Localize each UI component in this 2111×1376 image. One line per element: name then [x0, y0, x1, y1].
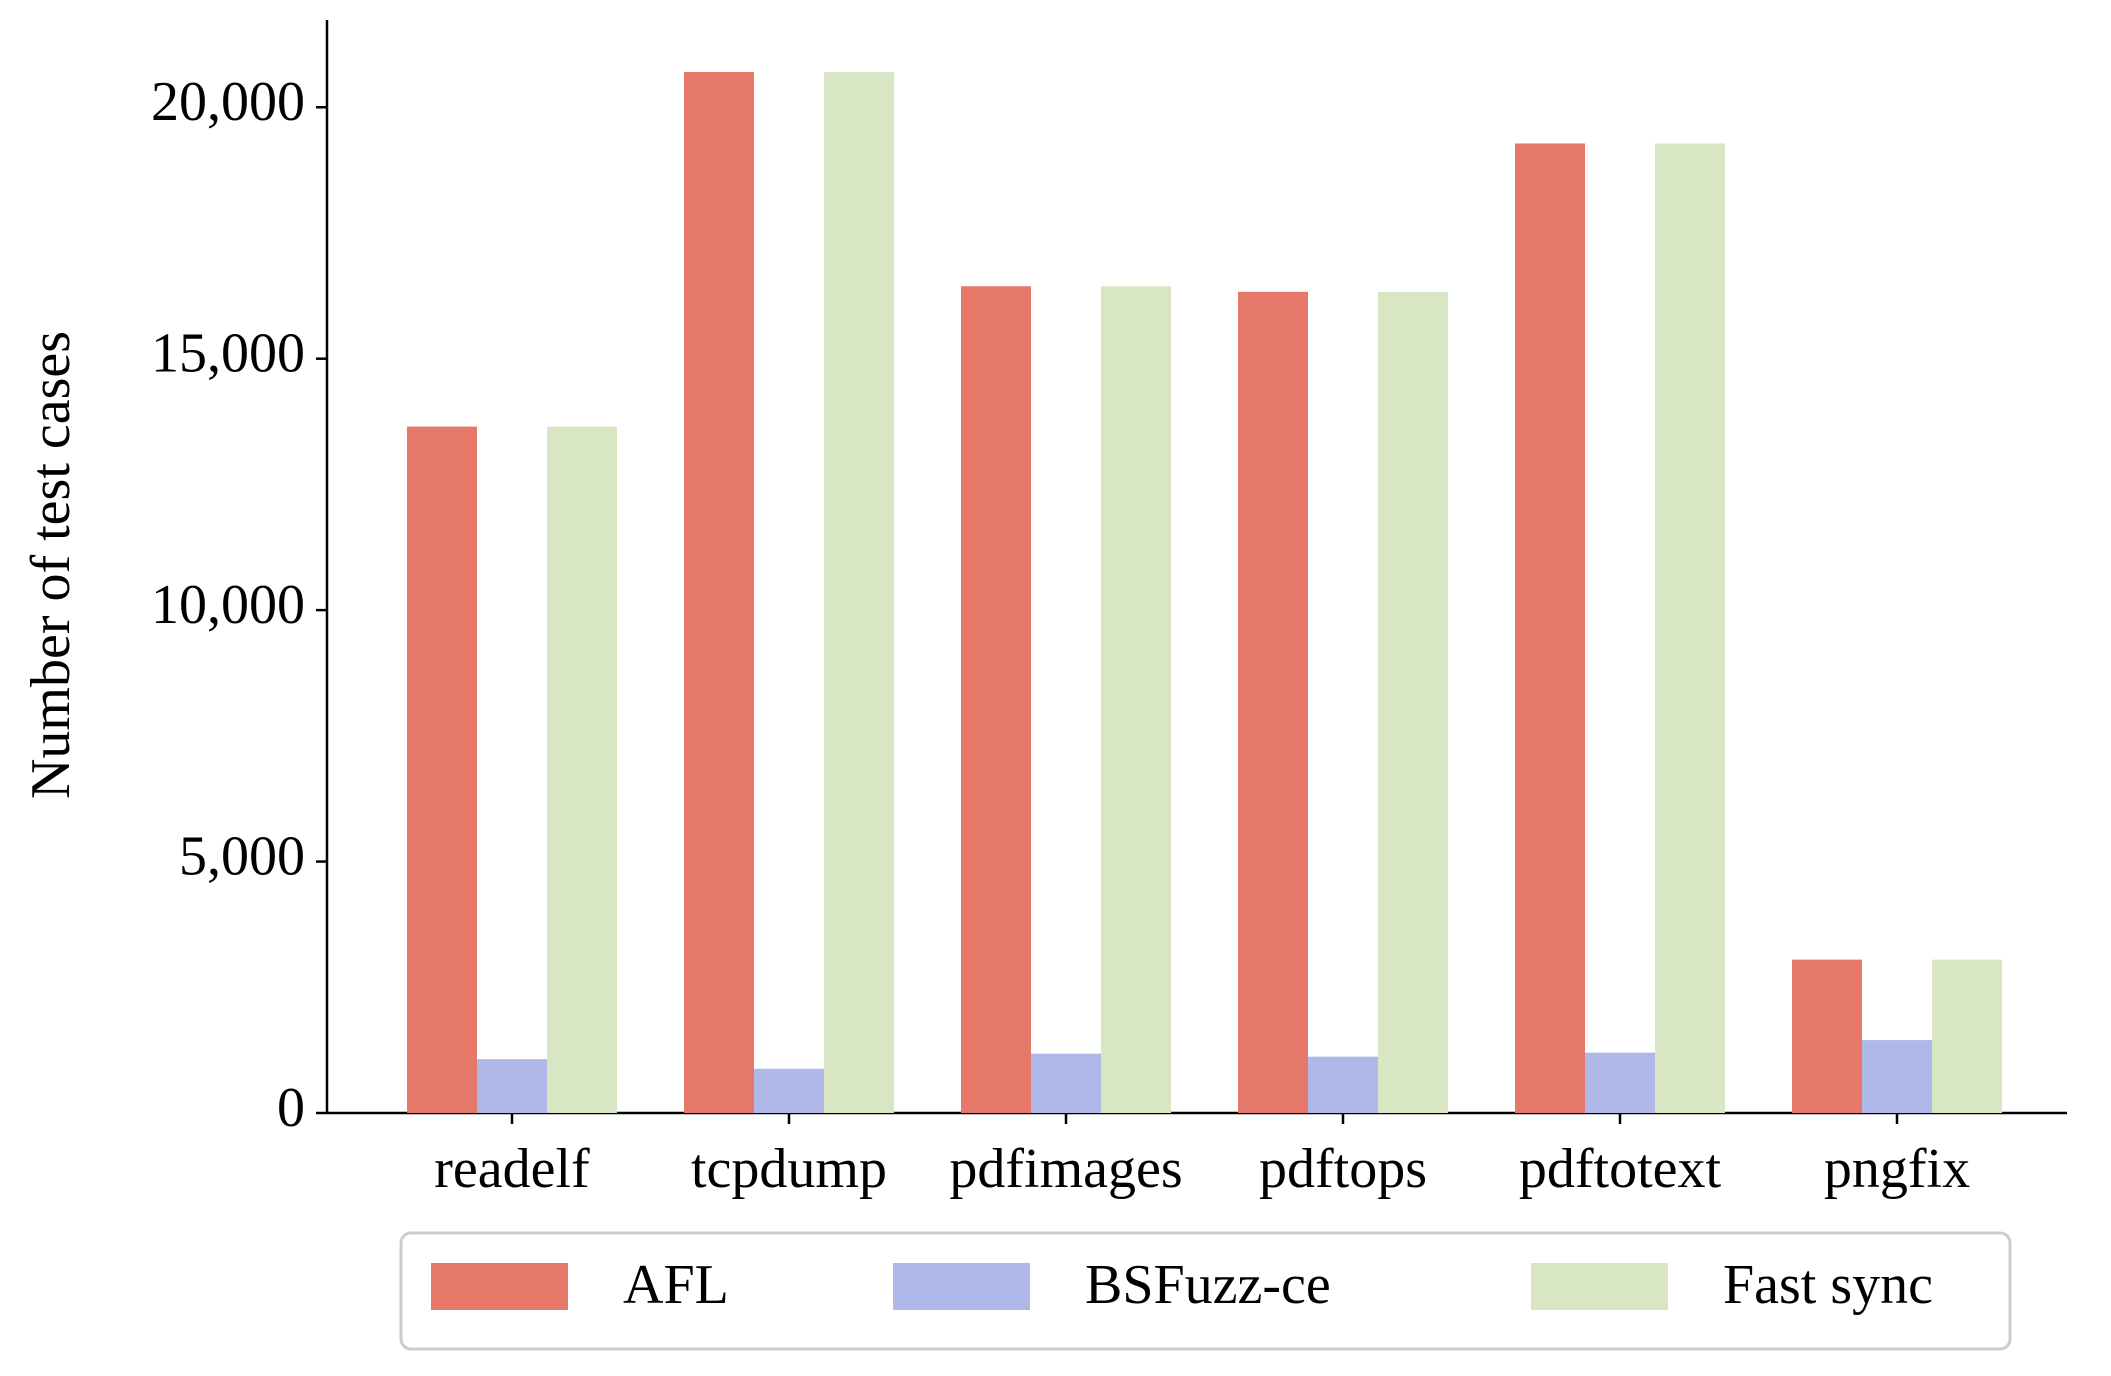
legend-label: BSFuzz-ce — [1085, 1254, 1331, 1316]
bar — [1655, 143, 1725, 1114]
bar — [754, 1068, 824, 1113]
y-tick-label: 20,000 — [151, 71, 305, 133]
bar — [824, 72, 894, 1114]
x-tick-label: pdftops — [1259, 1138, 1427, 1200]
y-tick-label: 5,000 — [179, 825, 305, 887]
bar — [1031, 1053, 1101, 1113]
bar — [1792, 959, 1862, 1113]
legend — [399, 1231, 2012, 1351]
x-tick-label: pdfimages — [949, 1138, 1182, 1200]
legend-swatch — [1531, 1263, 1668, 1310]
bar — [1932, 959, 2002, 1113]
bar — [407, 426, 477, 1113]
bar — [1862, 1040, 1932, 1113]
x-tick-label: pngfix — [1824, 1138, 1970, 1200]
bar — [1515, 143, 1585, 1114]
bar — [477, 1059, 547, 1113]
bar — [1378, 291, 1448, 1114]
x-tick-label: readelf — [434, 1138, 590, 1200]
legend-label: AFL — [623, 1254, 729, 1316]
legend-label: Fast sync — [1723, 1254, 1933, 1316]
bar — [547, 426, 617, 1113]
bar — [1101, 286, 1171, 1114]
y-tick-label: 10,000 — [151, 574, 305, 636]
x-tick-label: pdftotext — [1519, 1138, 1722, 1200]
bar — [1585, 1052, 1655, 1113]
bar — [961, 286, 1031, 1114]
bar — [684, 72, 754, 1114]
y-tick-label: 15,000 — [151, 323, 305, 385]
legend-swatch — [431, 1263, 568, 1310]
x-tick-label: tcpdump — [691, 1138, 887, 1200]
y-axis-label: Number of test cases — [20, 331, 82, 799]
bar — [1308, 1056, 1378, 1113]
y-tick-label: 0 — [277, 1077, 305, 1139]
bar — [1238, 291, 1308, 1114]
legend-swatch — [893, 1263, 1030, 1310]
